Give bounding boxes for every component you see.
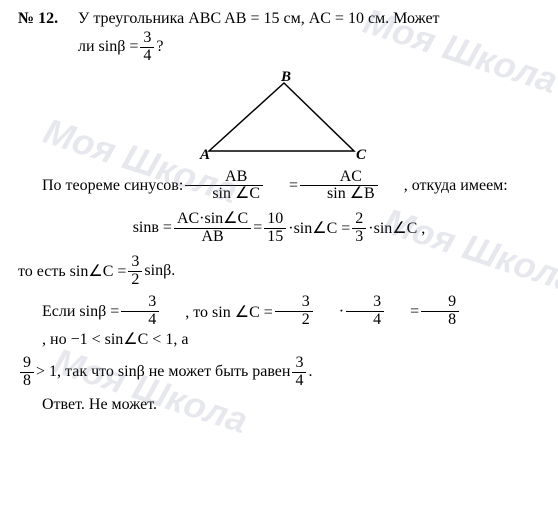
frac-den: 15 — [264, 229, 286, 246]
frac-den: sin ∠B — [300, 186, 378, 203]
eq2-d: ·sin∠C , — [368, 218, 425, 238]
line5: 9 8 > 1, так что sinβ не может быть раве… — [18, 355, 540, 390]
frac-num: 10 — [264, 211, 286, 229]
frac-den: 2 — [275, 312, 313, 329]
eq2-frac2: 10 15 — [264, 211, 286, 246]
eq2-c: ·sin∠C = — [288, 218, 350, 238]
frac-den: sin ∠C — [185, 186, 263, 203]
line4-frac4: 9 8 — [421, 294, 459, 329]
line5-a: > 1, так что sinβ не может быть равен — [36, 363, 290, 381]
line4-frac2: 3 2 — [275, 294, 313, 329]
frac-den: 2 — [128, 272, 142, 289]
line4-frac3: 3 4 — [346, 294, 384, 329]
law-frac1: AB sin ∠C — [185, 169, 263, 204]
line3: то есть sin∠С = 3 2 sinβ. — [18, 254, 540, 289]
problem-line2: ли sinβ = 3 4 ? — [78, 30, 540, 65]
problem-line2-a: ли sinβ = — [78, 38, 138, 56]
triangle-diagram: A B C — [184, 71, 374, 163]
frac-den: 4 — [292, 373, 306, 390]
frac-den: 8 — [20, 373, 34, 390]
answer: Ответ. Не может. — [18, 396, 540, 414]
line3-frac: 3 2 — [128, 254, 142, 289]
vertex-c: C — [356, 147, 367, 163]
derivation-eq: sinв = AC·sin∠C AB = 10 15 ·sin∠C = 2 3 … — [18, 211, 540, 246]
problem-header: № 12. У треугольника ABC AB = 15 см, AC … — [18, 10, 540, 28]
law-text-a: По теореме синусов: — [18, 177, 183, 195]
frac-num: 3 — [121, 294, 159, 312]
frac-den: 8 — [421, 312, 459, 329]
frac-den: 4 — [121, 312, 159, 329]
frac-den: 3 — [352, 229, 366, 246]
line4-c: · — [315, 303, 344, 321]
problem-line1: У треугольника ABC AB = 15 см, AC = 10 с… — [78, 10, 440, 28]
problem-frac: 3 4 — [140, 30, 154, 65]
frac-den: AB — [174, 229, 251, 246]
frac-num: 3 — [346, 294, 384, 312]
line5-frac2: 3 4 — [292, 355, 306, 390]
frac-num: 3 — [128, 254, 142, 272]
line4: Если sinβ = 3 4 , то sin ∠C = 3 2 · 3 4 … — [18, 294, 540, 349]
eq2-frac3: 2 3 — [352, 211, 366, 246]
law-frac2: AC sin ∠B — [300, 169, 378, 204]
line5-frac1: 9 8 — [20, 355, 34, 390]
vertex-b: B — [280, 71, 291, 85]
line3-b: sinβ. — [144, 262, 175, 280]
frac-den: 4 — [140, 48, 154, 65]
frac-num: AC·sin∠C — [174, 211, 251, 229]
law-of-sines: По теореме синусов: AB sin ∠C = AC sin ∠… — [18, 169, 540, 204]
vertex-a: A — [199, 147, 210, 163]
frac-den: 4 — [346, 312, 384, 329]
problem-number: № 12. — [18, 10, 78, 28]
frac-num: 3 — [140, 30, 154, 48]
eq2-b: = — [253, 219, 262, 237]
line4-d: = — [386, 303, 419, 321]
law-text-b: , откуда имеем: — [380, 177, 508, 195]
law-eq: = — [265, 177, 298, 195]
line4-a: Если sinβ = — [18, 303, 119, 321]
problem-line2-b: ? — [156, 38, 163, 56]
frac-num: 2 — [352, 211, 366, 229]
frac-num: AB — [185, 169, 263, 187]
eq2-a: sinв = — [133, 219, 172, 237]
frac-num: 3 — [292, 355, 306, 373]
line3-a: то есть sin∠С = — [18, 261, 126, 281]
page-content: № 12. У треугольника ABC AB = 15 см, AC … — [0, 0, 558, 430]
frac-num: 3 — [275, 294, 313, 312]
frac-num: 9 — [421, 294, 459, 312]
line4-e: , но −1 < sin∠C < 1, а — [18, 329, 188, 349]
line4-frac1: 3 4 — [121, 294, 159, 329]
eq2-frac1: AC·sin∠C AB — [174, 211, 251, 246]
frac-num: 9 — [20, 355, 34, 373]
frac-num: AC — [300, 169, 378, 187]
line5-b: . — [308, 363, 312, 381]
line4-b: , то sin ∠C = — [161, 302, 273, 322]
